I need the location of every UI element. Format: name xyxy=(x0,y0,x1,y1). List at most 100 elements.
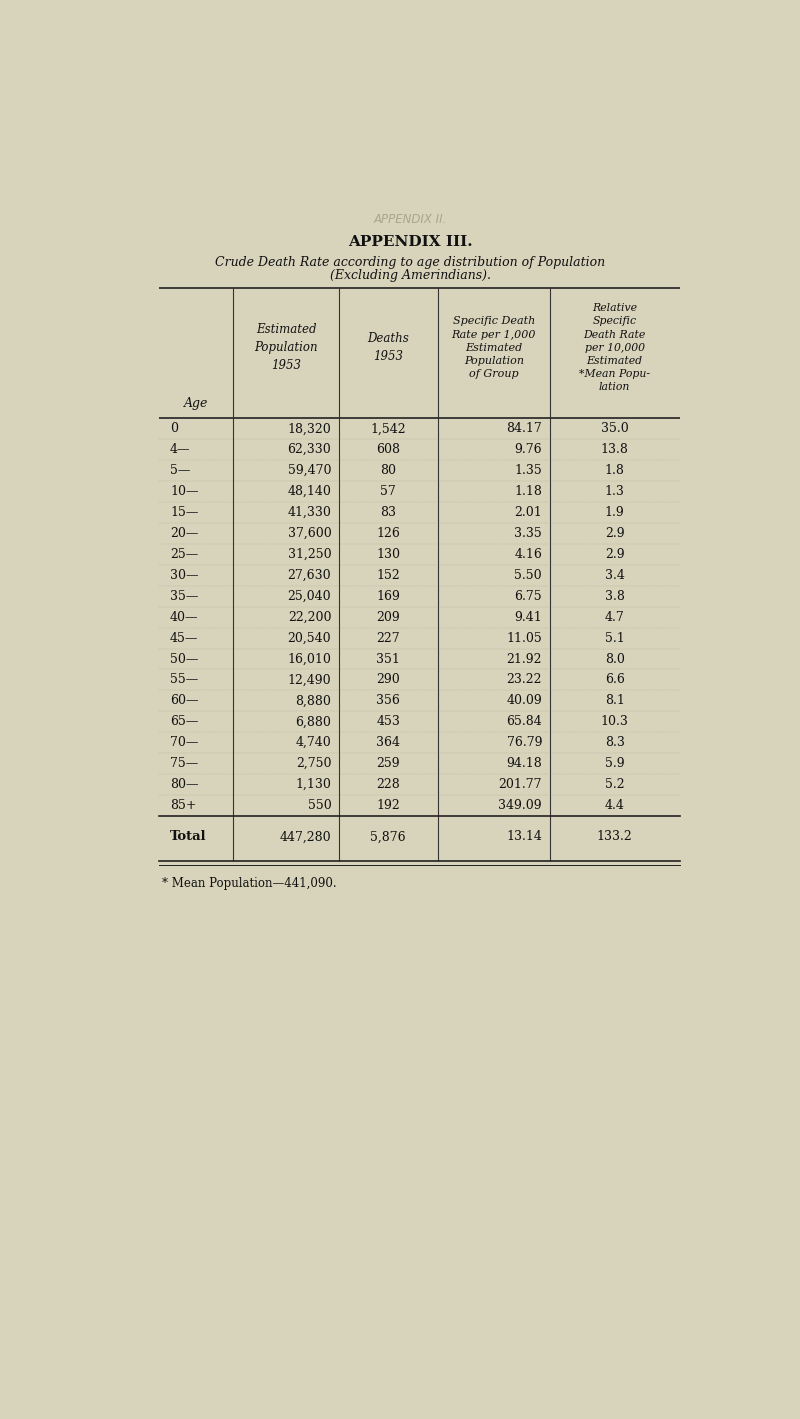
Text: 85+: 85+ xyxy=(170,799,197,812)
Text: 2.9: 2.9 xyxy=(605,548,625,561)
Text: Age: Age xyxy=(184,396,208,410)
Text: 80: 80 xyxy=(380,464,396,477)
Text: 364: 364 xyxy=(376,736,400,749)
Text: 31,250: 31,250 xyxy=(288,548,331,561)
Text: 1.9: 1.9 xyxy=(605,507,625,519)
Text: 30—: 30— xyxy=(170,569,198,582)
Text: 228: 228 xyxy=(377,778,400,792)
Text: 6,880: 6,880 xyxy=(295,715,331,728)
Text: 1.18: 1.18 xyxy=(514,485,542,498)
Text: 2.9: 2.9 xyxy=(605,526,625,541)
Text: 76.79: 76.79 xyxy=(506,736,542,749)
Text: 1.35: 1.35 xyxy=(514,464,542,477)
Text: 13.14: 13.14 xyxy=(506,830,542,843)
Text: 3.35: 3.35 xyxy=(514,526,542,541)
Text: 55—: 55— xyxy=(170,674,198,687)
Text: Estimated
Population
1953: Estimated Population 1953 xyxy=(254,324,318,372)
Text: 1,130: 1,130 xyxy=(295,778,331,792)
Text: 40—: 40— xyxy=(170,610,198,624)
Text: 2,750: 2,750 xyxy=(296,758,331,771)
Text: 20—: 20— xyxy=(170,526,198,541)
Text: 25—: 25— xyxy=(170,548,198,561)
Text: APPENDIX III.: APPENDIX III. xyxy=(348,236,472,250)
Text: 35.0: 35.0 xyxy=(601,423,629,436)
Text: 35—: 35— xyxy=(170,590,198,603)
Text: 8.1: 8.1 xyxy=(605,694,625,708)
Text: 9.76: 9.76 xyxy=(514,443,542,455)
Text: 15—: 15— xyxy=(170,507,198,519)
Text: 4—: 4— xyxy=(170,443,190,455)
Text: 37,600: 37,600 xyxy=(287,526,331,541)
Text: * Mean Population—441,090.: * Mean Population—441,090. xyxy=(162,877,337,890)
Text: 18,320: 18,320 xyxy=(287,423,331,436)
Text: 3.8: 3.8 xyxy=(605,590,625,603)
Text: 5.2: 5.2 xyxy=(605,778,625,792)
Text: 83: 83 xyxy=(380,507,396,519)
Text: (Excluding Amerindians).: (Excluding Amerindians). xyxy=(330,268,490,282)
Text: 133.2: 133.2 xyxy=(597,830,633,843)
Text: 1.3: 1.3 xyxy=(605,485,625,498)
Text: 41,330: 41,330 xyxy=(287,507,331,519)
Text: 25,040: 25,040 xyxy=(288,590,331,603)
Text: 80—: 80— xyxy=(170,778,198,792)
Text: 4.4: 4.4 xyxy=(605,799,625,812)
Text: 453: 453 xyxy=(376,715,400,728)
Text: 259: 259 xyxy=(377,758,400,771)
Text: 75—: 75— xyxy=(170,758,198,771)
Text: 5,876: 5,876 xyxy=(370,830,406,843)
Text: APPENDIX II.: APPENDIX II. xyxy=(374,213,446,226)
Text: 65—: 65— xyxy=(170,715,198,728)
Text: 152: 152 xyxy=(377,569,400,582)
Text: 6.75: 6.75 xyxy=(514,590,542,603)
Text: 608: 608 xyxy=(376,443,400,455)
Text: 13.8: 13.8 xyxy=(601,443,629,455)
Text: 1,542: 1,542 xyxy=(370,423,406,436)
Text: 11.05: 11.05 xyxy=(506,631,542,644)
Text: Total: Total xyxy=(170,830,206,843)
Text: 65.84: 65.84 xyxy=(506,715,542,728)
Text: Relative
Specific
Death Rate
per 10,000
Estimated
*Mean Popu-
lation: Relative Specific Death Rate per 10,000 … xyxy=(579,304,650,393)
Text: 227: 227 xyxy=(377,631,400,644)
Text: 2.01: 2.01 xyxy=(514,507,542,519)
Text: 349.09: 349.09 xyxy=(498,799,542,812)
Text: 130: 130 xyxy=(376,548,400,561)
Text: 8,880: 8,880 xyxy=(295,694,331,708)
Text: 59,470: 59,470 xyxy=(288,464,331,477)
Text: 10—: 10— xyxy=(170,485,198,498)
Text: 5.9: 5.9 xyxy=(605,758,625,771)
Text: 21.92: 21.92 xyxy=(506,653,542,666)
Text: 62,330: 62,330 xyxy=(287,443,331,455)
Text: 356: 356 xyxy=(376,694,400,708)
Text: 70—: 70— xyxy=(170,736,198,749)
Text: Specific Death
Rate per 1,000
Estimated
Population
of Group: Specific Death Rate per 1,000 Estimated … xyxy=(451,316,536,379)
Text: 8.0: 8.0 xyxy=(605,653,625,666)
Text: 23.22: 23.22 xyxy=(506,674,542,687)
Text: 550: 550 xyxy=(307,799,331,812)
Text: 5.1: 5.1 xyxy=(605,631,625,644)
Text: 5—: 5— xyxy=(170,464,190,477)
Text: 45—: 45— xyxy=(170,631,198,644)
Text: 8.3: 8.3 xyxy=(605,736,625,749)
Text: 351: 351 xyxy=(376,653,400,666)
Text: 447,280: 447,280 xyxy=(280,830,331,843)
Text: Crude Death Rate according to age distribution of Population: Crude Death Rate according to age distri… xyxy=(215,255,605,268)
Text: 290: 290 xyxy=(377,674,400,687)
Text: 16,010: 16,010 xyxy=(287,653,331,666)
Text: 50—: 50— xyxy=(170,653,198,666)
Text: 60—: 60— xyxy=(170,694,198,708)
Text: 12,490: 12,490 xyxy=(288,674,331,687)
Text: 22,200: 22,200 xyxy=(288,610,331,624)
Text: 20,540: 20,540 xyxy=(288,631,331,644)
Text: 4.7: 4.7 xyxy=(605,610,625,624)
Text: 48,140: 48,140 xyxy=(287,485,331,498)
Text: 9.41: 9.41 xyxy=(514,610,542,624)
Text: 40.09: 40.09 xyxy=(506,694,542,708)
Text: 4,740: 4,740 xyxy=(295,736,331,749)
Text: 57: 57 xyxy=(381,485,396,498)
Text: 169: 169 xyxy=(376,590,400,603)
Text: 1.8: 1.8 xyxy=(605,464,625,477)
Text: 94.18: 94.18 xyxy=(506,758,542,771)
Text: 0: 0 xyxy=(170,423,178,436)
Text: 84.17: 84.17 xyxy=(506,423,542,436)
Text: 3.4: 3.4 xyxy=(605,569,625,582)
